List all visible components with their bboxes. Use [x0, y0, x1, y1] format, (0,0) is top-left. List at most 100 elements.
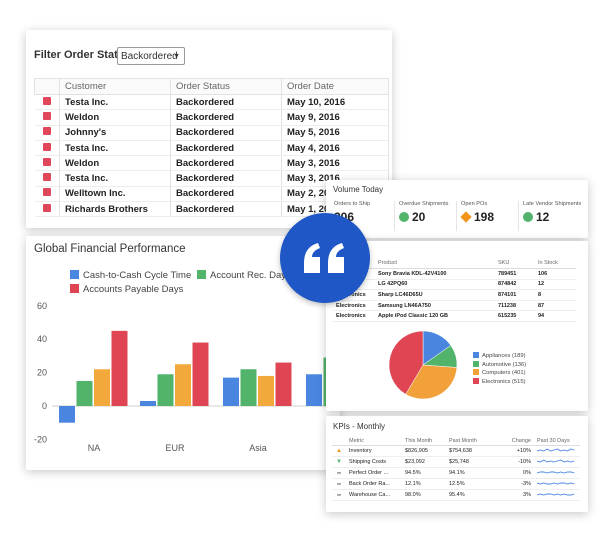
table-row[interactable]: ▼ Shipping Costs $23,092 $25,748 -10%: [332, 456, 580, 468]
y-tick-label: 40: [37, 334, 47, 344]
metric-column-header: Metric: [346, 437, 402, 446]
volume-metric[interactable]: Overdue Shipments 20: [394, 201, 456, 231]
kpi-table: Metric This Month Past Month Change Past…: [332, 437, 580, 501]
table-row[interactable]: Testa Inc. Backordered May 10, 2016: [34, 94, 389, 111]
bar-eur-series-4[interactable]: [192, 342, 209, 406]
sparkline: [536, 493, 575, 496]
metric-value-wrap: 198: [460, 210, 518, 224]
date-cell: May 10, 2016: [281, 94, 389, 111]
chevron-down-icon: ▼: [173, 53, 180, 60]
pie-chart: [388, 330, 458, 400]
stock-cell: 12: [534, 279, 576, 291]
legend-swatch: [473, 352, 479, 358]
status-cell: Backordered: [170, 155, 282, 172]
bar-na-series-1[interactable]: [59, 406, 75, 423]
metric-label: Open POs: [461, 201, 488, 207]
sparkline-cell: [534, 445, 580, 457]
date-cell: May 9, 2016: [281, 109, 389, 126]
bar-na-series-2[interactable]: [76, 380, 93, 406]
customer-cell: Weldon: [59, 155, 171, 172]
product-cell: Sharp LC46D65U: [374, 289, 494, 301]
kpi-title: KPIs - Monthly: [333, 422, 386, 431]
legend-swatch: [473, 360, 479, 367]
status-marker: [34, 186, 60, 203]
pie-slice-2[interactable]: [405, 364, 458, 400]
volume-today-panel: Volume Today Orders to Ship306Overdue Sh…: [326, 180, 588, 238]
stock-column-header: In Stock: [534, 258, 576, 269]
warning-diamond-icon: [460, 211, 472, 223]
legend-swatch: [473, 369, 479, 376]
past-month-cell: 95.4%: [446, 489, 506, 501]
order-status-select-value: Backordered: [121, 51, 178, 62]
this-month-cell: 94.5%: [402, 467, 446, 479]
change-cell: 3%: [506, 489, 534, 501]
legend-label: Accounts Payable Days: [83, 284, 184, 295]
bar-eur-series-2[interactable]: [157, 374, 174, 406]
volume-metric[interactable]: Late Vendor Shipments 12: [518, 201, 584, 231]
table-row[interactable]: Testa Inc. Backordered May 3, 2016: [34, 170, 389, 187]
x-category-label: EUR: [165, 443, 185, 453]
status-marker: [34, 155, 60, 172]
volume-metric[interactable]: Open POs 198: [456, 201, 518, 231]
table-row[interactable]: Electronics Sharp LC46D65U 874101 8: [332, 289, 576, 301]
status-marker: [34, 125, 60, 141]
table-row[interactable]: Testa Inc. Backordered May 4, 2016: [34, 140, 389, 157]
table-row[interactable]: Johnny's Backordered May 5, 2016: [34, 125, 389, 141]
table-row[interactable]: ━ Warehouse Ca... 98.0% 95.4% 3%: [332, 489, 580, 501]
bar-asia-series-2[interactable]: [240, 369, 257, 406]
sku-cell: 789451: [494, 268, 534, 280]
past-month-cell: $25,748: [446, 456, 506, 468]
order-status-panel: Filter Order Status: Backordered ▼ Custo…: [26, 30, 392, 228]
pie-slice-3[interactable]: [388, 330, 424, 395]
bar-asia-series-4[interactable]: [275, 362, 292, 406]
legend-swatch: [70, 284, 79, 293]
bar-extra-series-1[interactable]: [306, 374, 322, 406]
inventory-table: Product SKU In Stock Sony Bravia KDL-42V…: [332, 258, 576, 322]
quote-icon: [304, 243, 344, 273]
sparkline-cell: [534, 489, 580, 501]
change-column-header: Change: [506, 437, 534, 446]
status-cell: Backordered: [170, 94, 282, 111]
legend-item-account-rec: Account Rec. Days: [197, 270, 291, 281]
table-row[interactable]: Electronics Samsung LN46A750 711238 87: [332, 300, 576, 312]
table-row[interactable]: ━ Back Order Ra... 12.1% 12.5% -3%: [332, 478, 580, 490]
date-column-header: Order Date: [281, 78, 389, 95]
bar-eur-series-3[interactable]: [175, 364, 191, 406]
status-column-header: Order Status: [170, 78, 282, 95]
sku-cell: 615235: [494, 310, 534, 322]
sparkline: [536, 448, 575, 452]
date-cell: May 5, 2016: [281, 125, 389, 141]
metric-value: 12: [536, 210, 550, 224]
legend-item-accounts-payable: Accounts Payable Days: [70, 284, 183, 295]
this-month-column-header: This Month: [402, 437, 446, 446]
bar-na-series-4[interactable]: [111, 330, 128, 406]
y-tick-label: -20: [34, 434, 47, 444]
chart-title: Global Financial Performance: [34, 243, 186, 255]
bar-eur-series-1[interactable]: [140, 400, 156, 406]
date-cell: May 4, 2016: [281, 140, 389, 157]
backorder-square-icon: [42, 142, 51, 151]
table-row[interactable]: Electronics Apple iPod Classic 120 GB 6152…: [332, 310, 576, 322]
backorder-square-icon: [42, 188, 51, 197]
change-cell: -10%: [506, 456, 534, 468]
bar-asia-series-3[interactable]: [258, 375, 274, 406]
sparkline: [536, 471, 575, 474]
table-row[interactable]: Weldon Backordered May 9, 2016: [34, 109, 389, 126]
metric-value: 20: [412, 210, 426, 224]
status-cell: Backordered: [170, 125, 282, 141]
kpis-monthly-panel: KPIs - Monthly Metric This Month Past Mo…: [326, 416, 588, 512]
product-cell: Samsung LN46A750: [374, 300, 494, 312]
order-status-select[interactable]: Backordered ▼: [117, 47, 185, 65]
table-row[interactable]: ▲ Inventory $826,905 $754,638 +10%: [332, 445, 580, 457]
sparkline-cell: [534, 467, 580, 479]
backorder-square-icon: [42, 157, 51, 166]
table-row[interactable]: ━ Perfect Order ... 94.5% 94.1% 0%: [332, 467, 580, 479]
indicator-cell: ━: [332, 467, 346, 479]
past-30-days-column-header: Past 30 Days: [534, 437, 580, 446]
table-row[interactable]: Weldon Backordered May 3, 2016: [34, 155, 389, 172]
bar-asia-series-1[interactable]: [223, 377, 239, 406]
warning-triangle-icon: ▲: [336, 448, 342, 454]
bar-na-series-3[interactable]: [94, 369, 110, 406]
metric-cell: Inventory: [346, 445, 402, 457]
legend-label: Electronics (515): [482, 378, 526, 385]
